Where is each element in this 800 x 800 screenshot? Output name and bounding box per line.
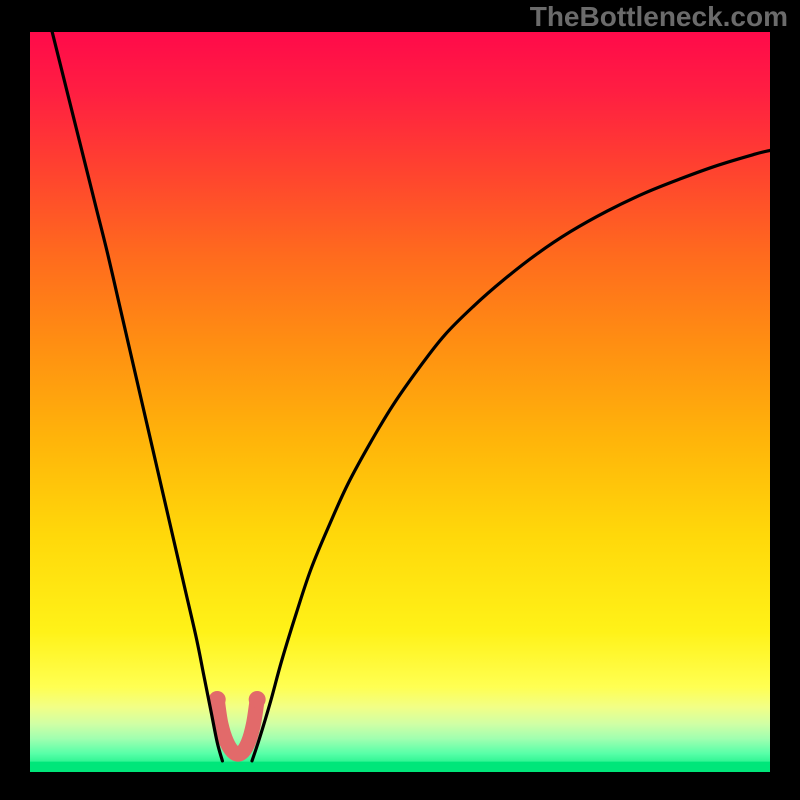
watermark-text: TheBottleneck.com <box>530 1 788 32</box>
marker-end-right <box>249 691 266 708</box>
bottleneck-chart: TheBottleneck.com <box>0 0 800 800</box>
green-baseline <box>30 762 770 772</box>
chart-svg: TheBottleneck.com <box>0 0 800 800</box>
